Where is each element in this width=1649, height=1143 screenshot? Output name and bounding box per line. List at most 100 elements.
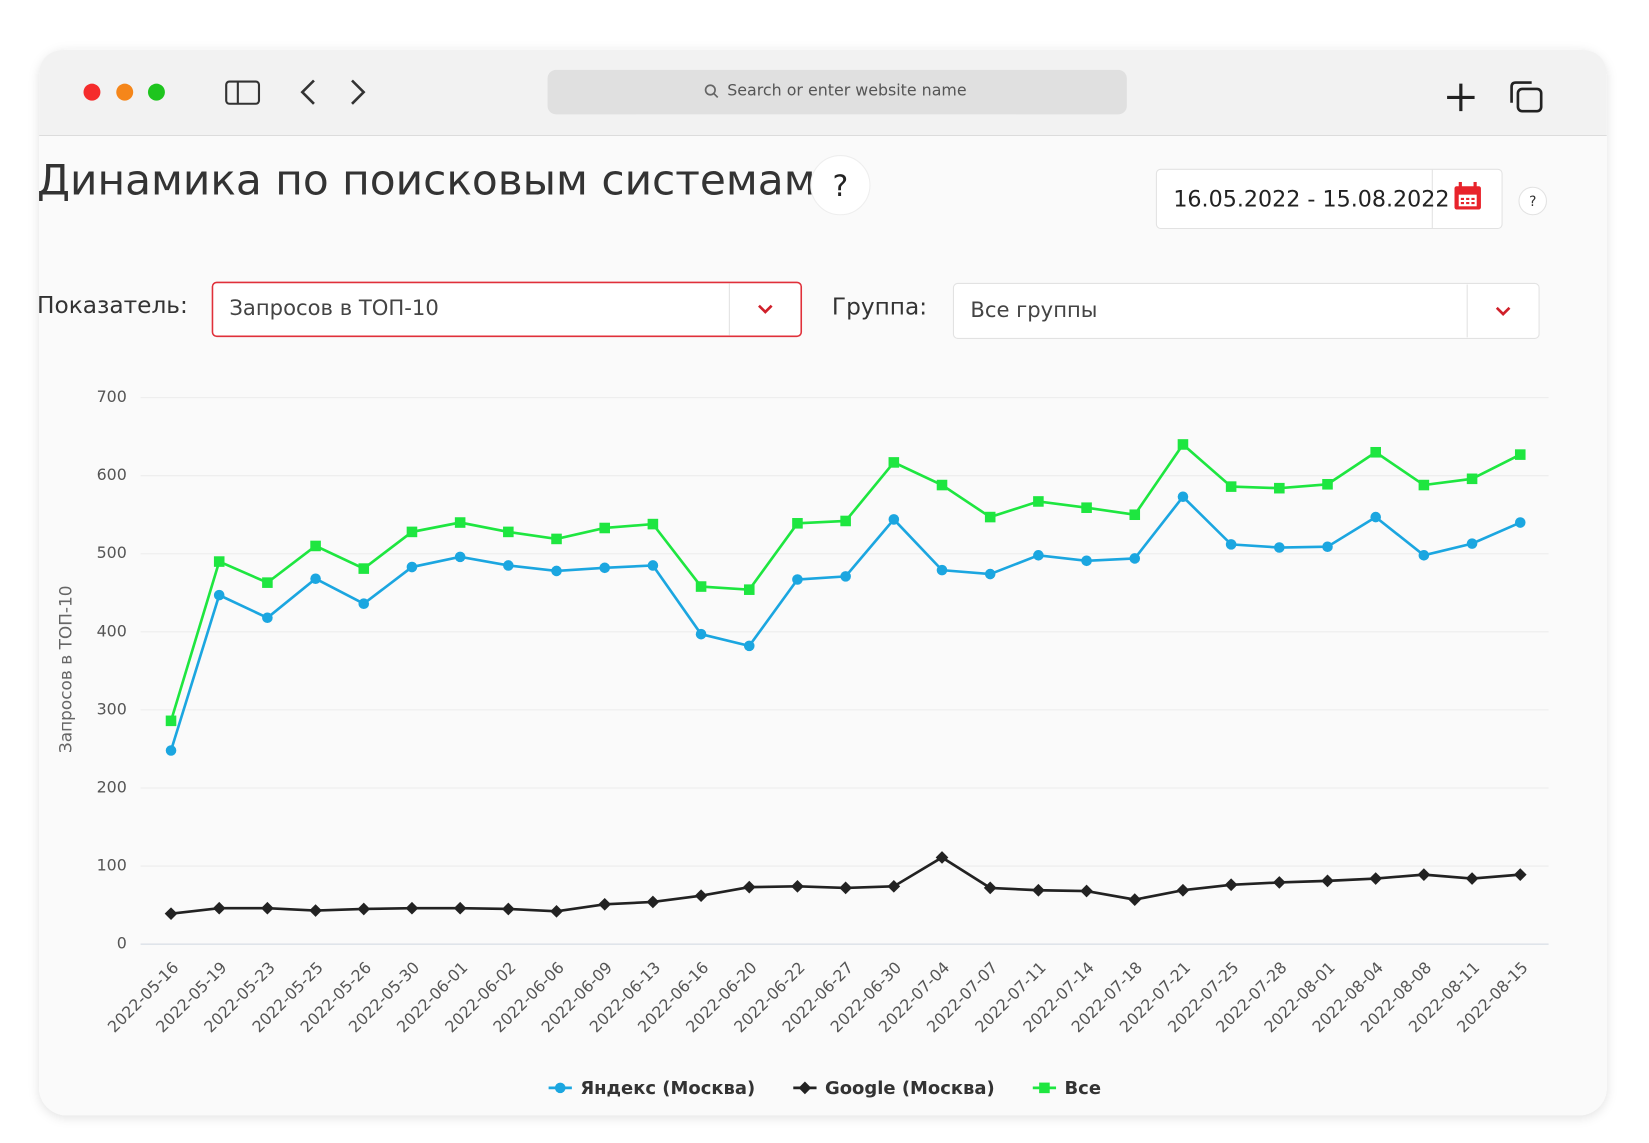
point xyxy=(1272,876,1286,889)
point xyxy=(935,851,949,864)
point xyxy=(1514,449,1526,460)
point xyxy=(309,904,322,917)
point xyxy=(213,556,225,567)
point xyxy=(164,907,178,921)
point xyxy=(310,573,321,585)
forward-button[interactable] xyxy=(351,79,366,105)
point xyxy=(1177,439,1189,450)
point xyxy=(165,745,177,756)
point xyxy=(262,612,273,624)
point xyxy=(1176,883,1190,897)
point xyxy=(1225,539,1237,550)
point xyxy=(984,511,996,523)
point xyxy=(406,526,418,538)
point xyxy=(1322,478,1333,490)
point xyxy=(1039,1082,1050,1094)
y-tick-label: 0 xyxy=(117,934,127,953)
point xyxy=(936,564,948,576)
tabs-button[interactable] xyxy=(1510,81,1543,113)
y-tick-label: 200 xyxy=(97,777,127,796)
metric-label: Показатель: xyxy=(37,292,188,319)
y-tick-label: 400 xyxy=(97,621,127,640)
point xyxy=(1417,868,1431,881)
point xyxy=(599,562,610,574)
y-tick-label: 100 xyxy=(97,856,127,875)
metric-select[interactable] xyxy=(211,281,803,338)
metric-chevron[interactable] xyxy=(758,304,773,314)
point xyxy=(792,574,803,585)
point xyxy=(406,561,418,573)
point xyxy=(1418,479,1430,491)
close-button[interactable] xyxy=(83,83,101,101)
address-bar[interactable] xyxy=(547,69,1127,115)
point xyxy=(1418,550,1430,561)
point xyxy=(1177,491,1189,503)
point xyxy=(1128,893,1142,906)
point xyxy=(262,577,273,588)
back-button[interactable] xyxy=(300,79,315,105)
point xyxy=(554,1082,566,1094)
point xyxy=(1032,883,1045,897)
date-range: 16.05.2022 - 15.08.2022 xyxy=(1173,186,1449,212)
legend-label: Google (Москва) xyxy=(825,1078,995,1099)
group-select[interactable] xyxy=(952,282,1540,339)
point xyxy=(840,515,851,527)
legend-item[interactable]: Яндекс (Москва) xyxy=(548,1078,756,1099)
group-value: Все группы xyxy=(970,297,1097,322)
date-help-button[interactable] xyxy=(1518,186,1547,216)
point xyxy=(936,479,948,491)
calendar-icon[interactable] xyxy=(1454,181,1481,210)
point xyxy=(1129,509,1141,521)
point xyxy=(695,581,707,592)
date-help-icon: ? xyxy=(1529,194,1536,210)
point xyxy=(888,514,900,525)
point xyxy=(310,540,321,552)
search-icon xyxy=(704,84,719,99)
point xyxy=(743,584,755,595)
point xyxy=(984,568,996,580)
point xyxy=(1514,517,1526,528)
point xyxy=(358,563,370,574)
point xyxy=(599,522,610,534)
help-icon: ? xyxy=(833,169,849,203)
point xyxy=(358,598,370,610)
point xyxy=(743,640,755,652)
point xyxy=(695,628,707,640)
search-placeholder: Search or enter website name xyxy=(727,81,966,100)
point xyxy=(1274,542,1285,553)
point xyxy=(983,881,997,895)
point xyxy=(1370,511,1381,523)
point xyxy=(1033,496,1044,507)
point xyxy=(1466,473,1478,485)
point xyxy=(840,571,851,582)
point xyxy=(792,518,803,529)
legend-item[interactable]: Все xyxy=(1032,1078,1101,1099)
sidebar-button[interactable] xyxy=(225,80,261,105)
point xyxy=(1033,550,1044,561)
metric-value: Запросов в ТОП-10 xyxy=(229,295,438,320)
maximize-button[interactable] xyxy=(147,83,165,101)
point xyxy=(647,518,659,530)
group-label: Группа: xyxy=(832,293,927,320)
point xyxy=(1080,884,1093,898)
point xyxy=(647,560,659,571)
point xyxy=(1513,868,1527,881)
group-chevron[interactable] xyxy=(1495,306,1511,316)
point xyxy=(1129,553,1141,564)
y-tick-label: 500 xyxy=(97,543,127,562)
minimize-button[interactable] xyxy=(116,83,134,101)
new-tab-button[interactable] xyxy=(1447,83,1475,112)
point xyxy=(503,560,514,571)
y-tick-label: 600 xyxy=(97,465,127,484)
point xyxy=(454,517,466,528)
point xyxy=(551,533,562,545)
help-button[interactable] xyxy=(810,155,871,216)
point xyxy=(1225,481,1237,492)
date-picker[interactable] xyxy=(1155,168,1503,230)
point xyxy=(213,589,225,601)
point xyxy=(1081,555,1092,567)
point xyxy=(503,526,514,538)
point xyxy=(839,881,852,895)
